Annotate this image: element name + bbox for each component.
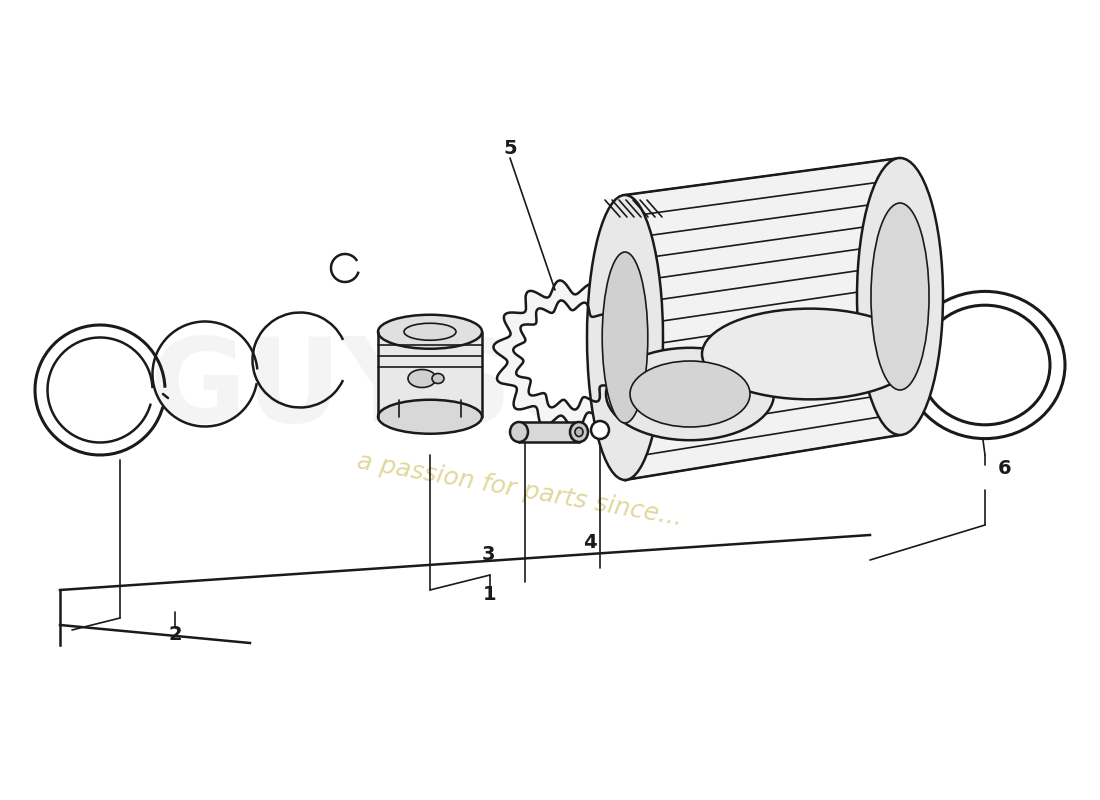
Ellipse shape — [378, 314, 482, 349]
Ellipse shape — [408, 370, 436, 387]
Ellipse shape — [920, 305, 1050, 425]
Text: 4: 4 — [583, 534, 597, 553]
Text: 2: 2 — [168, 626, 182, 645]
Ellipse shape — [404, 323, 456, 340]
Ellipse shape — [602, 252, 648, 423]
Text: 1: 1 — [483, 586, 497, 605]
Ellipse shape — [905, 291, 1065, 438]
Ellipse shape — [857, 158, 943, 435]
Text: a passion for parts since...: a passion for parts since... — [355, 450, 684, 530]
Ellipse shape — [587, 195, 663, 480]
Ellipse shape — [510, 422, 528, 442]
Polygon shape — [514, 301, 623, 410]
Polygon shape — [519, 422, 579, 442]
Text: 3: 3 — [482, 546, 495, 565]
Ellipse shape — [871, 203, 930, 390]
Polygon shape — [494, 281, 642, 430]
Ellipse shape — [606, 348, 774, 440]
Ellipse shape — [378, 400, 482, 434]
Ellipse shape — [432, 374, 444, 383]
Polygon shape — [378, 332, 482, 417]
Text: 5: 5 — [503, 138, 517, 158]
Ellipse shape — [570, 422, 589, 442]
Ellipse shape — [630, 361, 750, 427]
Text: 6: 6 — [998, 458, 1012, 478]
Ellipse shape — [702, 309, 918, 399]
Ellipse shape — [591, 421, 609, 439]
Text: GUYSON: GUYSON — [148, 333, 711, 447]
Ellipse shape — [575, 427, 583, 437]
Polygon shape — [625, 158, 900, 480]
